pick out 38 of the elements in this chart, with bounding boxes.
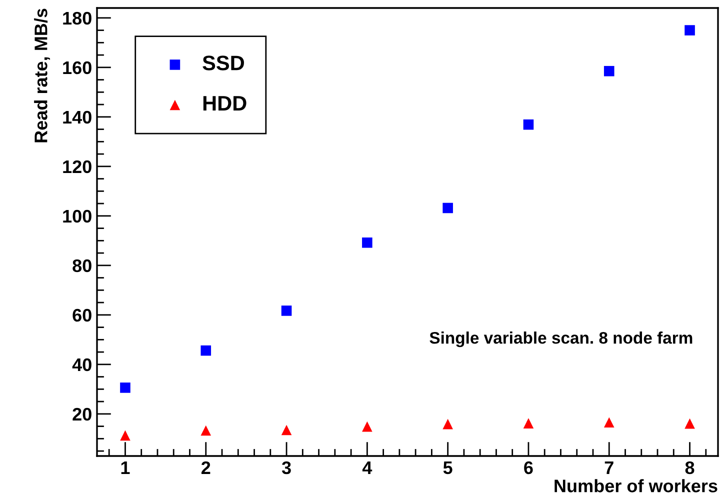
y-tick-label: 140: [63, 110, 92, 124]
y-axis-title: Read rate, MB/s: [34, 8, 50, 142]
x-tick-label: 5: [443, 462, 452, 474]
y-tick-label: 60: [72, 308, 92, 322]
point: [442, 418, 453, 430]
x-tick-label: 2: [201, 461, 210, 474]
point: [120, 382, 130, 393]
y-tick-label: 120: [63, 160, 92, 174]
legend-label: HDD: [203, 96, 246, 110]
point: [200, 425, 212, 436]
point: [120, 430, 130, 441]
x-tick-label: 4: [362, 462, 372, 474]
point: [523, 418, 534, 428]
point: [523, 119, 534, 130]
legend-label: SSD: [202, 56, 244, 70]
y-tick-label: 180: [63, 12, 92, 25]
x-tick-label: 3: [282, 461, 291, 474]
point: [200, 345, 212, 356]
y-tick-label: 20: [72, 408, 92, 421]
y-tick-label: 160: [63, 61, 92, 74]
point: [281, 424, 292, 436]
point: [362, 237, 372, 248]
point: [442, 202, 453, 214]
point: [604, 66, 614, 76]
point: [684, 25, 695, 36]
annotation: Single variable scan. 8 node farm: [430, 332, 692, 348]
x-tick-label: 6: [524, 461, 533, 474]
x-tick-label: 7: [604, 462, 614, 474]
point: [362, 421, 372, 432]
point: [684, 418, 695, 429]
x-tick-label: 8: [685, 461, 694, 474]
x-tick-label: 1: [121, 462, 130, 474]
y-tick-label: 40: [72, 358, 92, 372]
point: [281, 306, 292, 316]
y-tick-label: 80: [72, 259, 92, 272]
y-tick-label: 100: [63, 210, 92, 223]
x-axis-title: Number of workers: [554, 479, 718, 492]
point: [604, 417, 614, 428]
